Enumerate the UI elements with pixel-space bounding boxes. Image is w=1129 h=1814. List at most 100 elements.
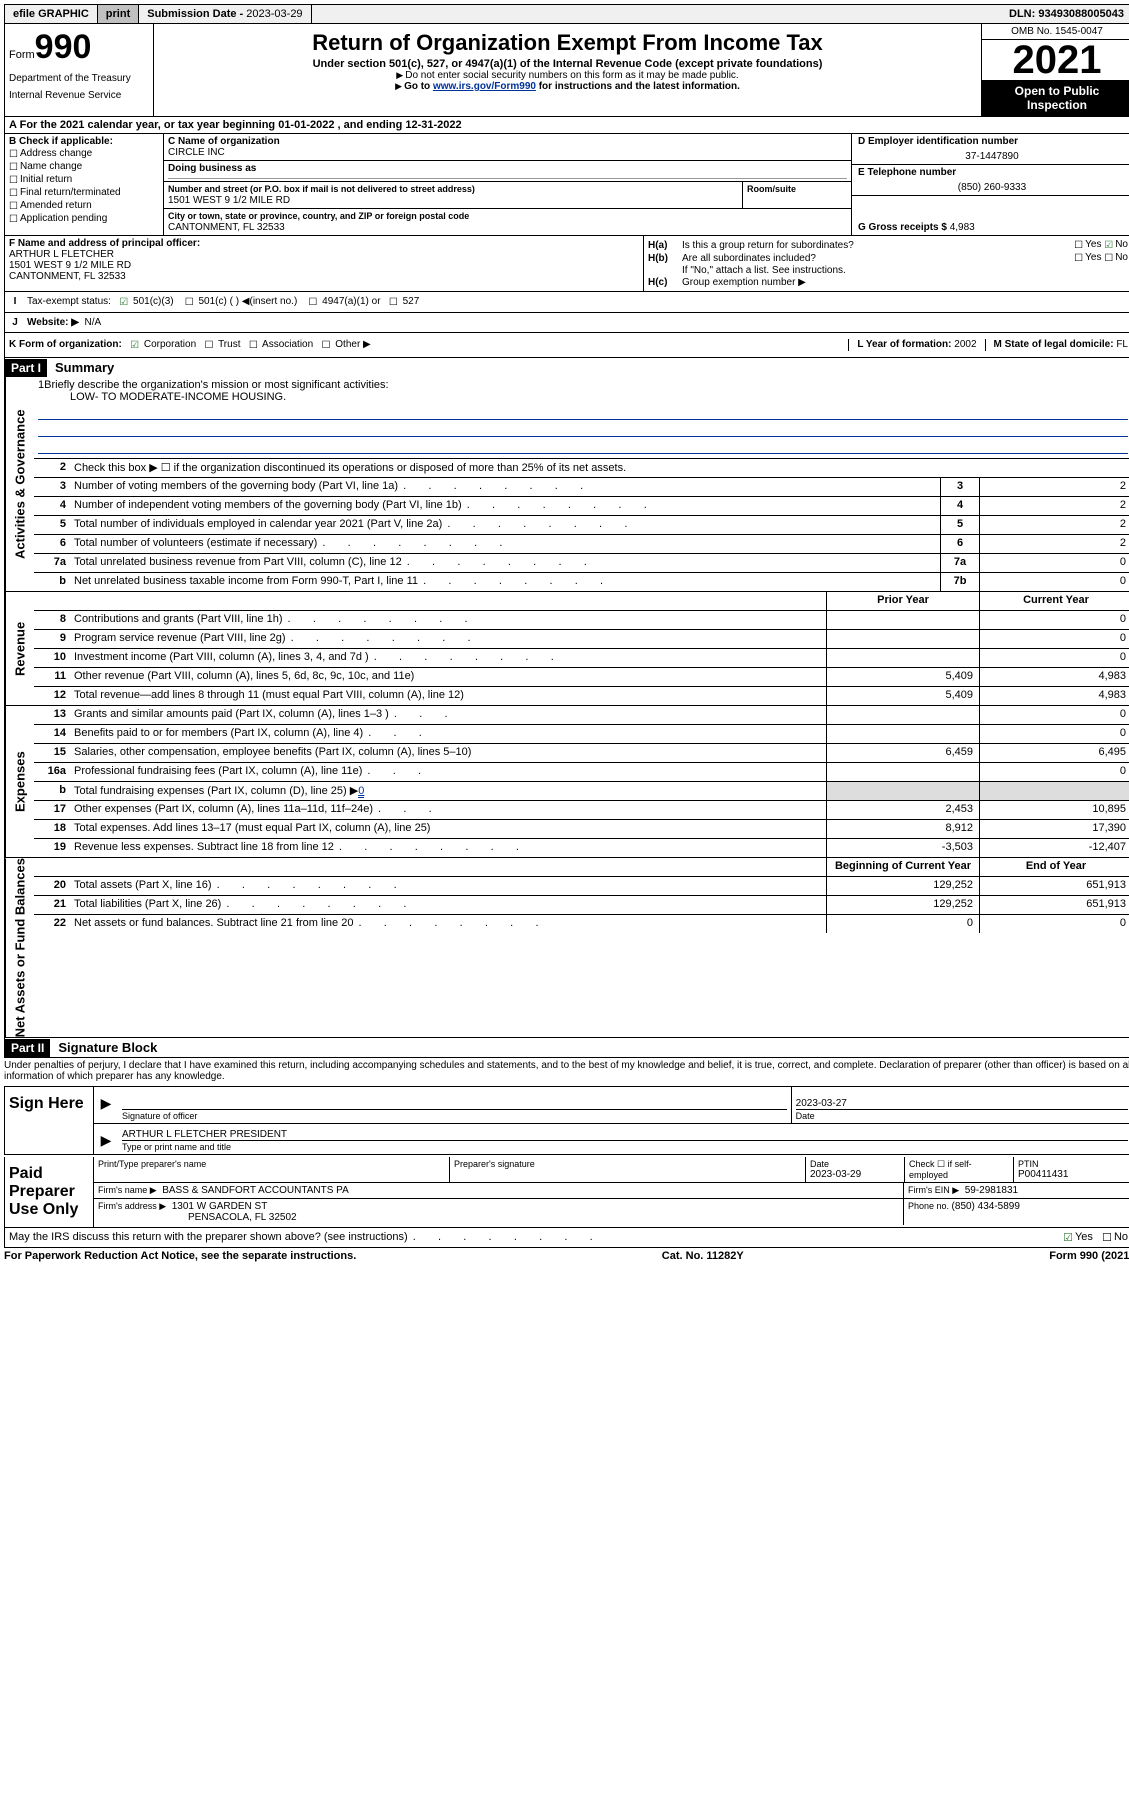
cb-initial-return[interactable]: Initial return	[9, 174, 159, 186]
discuss-no[interactable]	[1102, 1231, 1114, 1243]
prep-self-employed[interactable]: Check ☐ if self-employed	[909, 1159, 1009, 1180]
cb-501c[interactable]	[185, 296, 196, 307]
year-formation: 2002	[954, 339, 976, 350]
form-subtitle: Under section 501(c), 527, or 4947(a)(1)…	[158, 58, 977, 70]
cb-association[interactable]	[249, 339, 260, 350]
line-17-curr: 10,895	[979, 801, 1129, 819]
website-value: N/A	[85, 317, 102, 328]
ha-no[interactable]	[1104, 239, 1115, 250]
prep-date-label: Date	[810, 1159, 900, 1169]
domicile-value: FL	[1116, 339, 1128, 350]
hb-no[interactable]	[1104, 252, 1115, 263]
discuss-question: May the IRS discuss this return with the…	[9, 1231, 1063, 1244]
sig-date-label: Date	[796, 1109, 1128, 1121]
line-20-end: 651,913	[979, 877, 1129, 895]
expenses-section: Expenses 13Grants and similar amounts pa…	[4, 706, 1129, 858]
penalty-statement: Under penalties of perjury, I declare th…	[4, 1058, 1129, 1084]
line-22-end: 0	[979, 915, 1129, 933]
line-11-curr: 4,983	[979, 668, 1129, 686]
revenue-section: Revenue Prior YearCurrent Year 8Contribu…	[4, 592, 1129, 706]
phone-value: (850) 260-9333	[858, 182, 1126, 193]
line-8-prior	[826, 611, 979, 629]
paid-preparer-section: Paid Preparer Use Only Print/Type prepar…	[4, 1157, 1129, 1228]
line-16a: Professional fundraising fees (Part IX, …	[70, 763, 826, 781]
sig-date: 2023-03-27	[796, 1098, 1128, 1109]
line-6-val: 2	[979, 535, 1129, 553]
officer-label: F Name and address of principal officer:	[9, 238, 200, 249]
cb-527[interactable]	[389, 296, 400, 307]
line-16a-prior	[826, 763, 979, 781]
cb-501c3[interactable]	[119, 296, 130, 307]
line-18: Total expenses. Add lines 13–17 (must eq…	[70, 820, 826, 838]
line-3-val: 2	[979, 478, 1129, 496]
section-h: H(a) Is this a group return for subordin…	[643, 236, 1129, 291]
side-label-revenue: Revenue	[5, 592, 34, 705]
footer-mid: Cat. No. 11282Y	[662, 1250, 744, 1262]
website-label: Website: ▶	[27, 317, 79, 328]
firm-phone: (850) 434-5899	[952, 1201, 1020, 1212]
ptin-label: PTIN	[1018, 1159, 1128, 1169]
line-7b: Net unrelated business taxable income fr…	[70, 573, 940, 591]
cb-trust[interactable]	[204, 339, 215, 350]
hdr-current-year: Current Year	[979, 592, 1129, 610]
line-16b: Total fundraising expenses (Part IX, col…	[70, 782, 826, 800]
open-to-public: Open to Public Inspection	[982, 80, 1129, 116]
section-bcd: B Check if applicable: Address change Na…	[4, 134, 1129, 236]
hb-question: Are all subordinates included?	[682, 253, 1074, 264]
street-label: Number and street (or P.O. box if mail i…	[168, 184, 475, 194]
officer-name: ARTHUR L FLETCHER	[9, 249, 114, 260]
form-header: Form990 Department of the Treasury Inter…	[4, 24, 1129, 117]
cb-corporation[interactable]	[130, 339, 141, 350]
line-19: Revenue less expenses. Subtract line 18 …	[70, 839, 826, 857]
ein-label: D Employer identification number	[858, 136, 1018, 147]
row-j: J Website: ▶ N/A	[4, 313, 1129, 333]
cb-address-change[interactable]: Address change	[9, 148, 159, 160]
submission-date: Submission Date - 2023-03-29	[139, 5, 311, 23]
org-name-label: C Name of organization	[168, 136, 280, 147]
firm-addr2: PENSACOLA, FL 32502	[98, 1212, 297, 1223]
cb-final-return[interactable]: Final return/terminated	[9, 187, 159, 199]
sign-arrow-icon: ▶	[94, 1087, 118, 1123]
line-7b-val: 0	[979, 573, 1129, 591]
line-14-prior	[826, 725, 979, 743]
hdr-beginning: Beginning of Current Year	[826, 858, 979, 876]
discuss-yes[interactable]	[1063, 1231, 1075, 1243]
prep-name-label: Print/Type preparer's name	[98, 1159, 445, 1169]
firm-phone-label: Phone no.	[908, 1201, 952, 1211]
line-21: Total liabilities (Part X, line 26)	[70, 896, 826, 914]
ha-yes[interactable]	[1074, 239, 1085, 250]
efile-label: efile GRAPHIC	[5, 5, 98, 23]
section-fh: F Name and address of principal officer:…	[4, 236, 1129, 292]
line-6: Total number of volunteers (estimate if …	[70, 535, 940, 553]
hb-yes[interactable]	[1074, 252, 1085, 263]
form-990-label: Form990	[9, 28, 149, 67]
irs-link[interactable]: www.irs.gov/Form990	[433, 81, 536, 92]
paid-preparer-label: Paid Preparer Use Only	[5, 1157, 93, 1227]
cb-application-pending[interactable]: Application pending	[9, 213, 159, 225]
line-19-curr: -12,407	[979, 839, 1129, 857]
line-13-prior	[826, 706, 979, 724]
line-7a-val: 0	[979, 554, 1129, 572]
ha-question: Is this a group return for subordinates?	[682, 240, 1074, 251]
dba-label: Doing business as	[168, 163, 256, 174]
phone-label: E Telephone number	[858, 167, 956, 178]
line-17: Other expenses (Part IX, column (A), lin…	[70, 801, 826, 819]
section-f: F Name and address of principal officer:…	[5, 236, 643, 291]
print-button[interactable]: print	[98, 5, 139, 23]
firm-addr-label: Firm's address ▶	[98, 1201, 166, 1211]
footer-right: Form 990 (2021)	[1049, 1250, 1129, 1262]
row-k: K Form of organization: Corporation Trus…	[4, 333, 1129, 358]
prep-sig-label: Preparer's signature	[454, 1159, 801, 1169]
cb-4947[interactable]	[308, 296, 319, 307]
cb-amended-return[interactable]: Amended return	[9, 200, 159, 212]
cb-other[interactable]	[322, 339, 333, 350]
domicile-label: M State of legal domicile:	[994, 339, 1117, 350]
cb-name-change[interactable]: Name change	[9, 161, 159, 173]
section-b: B Check if applicable: Address change Na…	[5, 134, 164, 235]
form-title: Return of Organization Exempt From Incom…	[158, 30, 977, 56]
tax-exempt-label: Tax-exempt status:	[27, 296, 111, 307]
footer: For Paperwork Reduction Act Notice, see …	[4, 1248, 1129, 1264]
prep-date: 2023-03-29	[810, 1169, 900, 1180]
dba-value	[168, 178, 847, 179]
line-11: Other revenue (Part VIII, column (A), li…	[70, 668, 826, 686]
